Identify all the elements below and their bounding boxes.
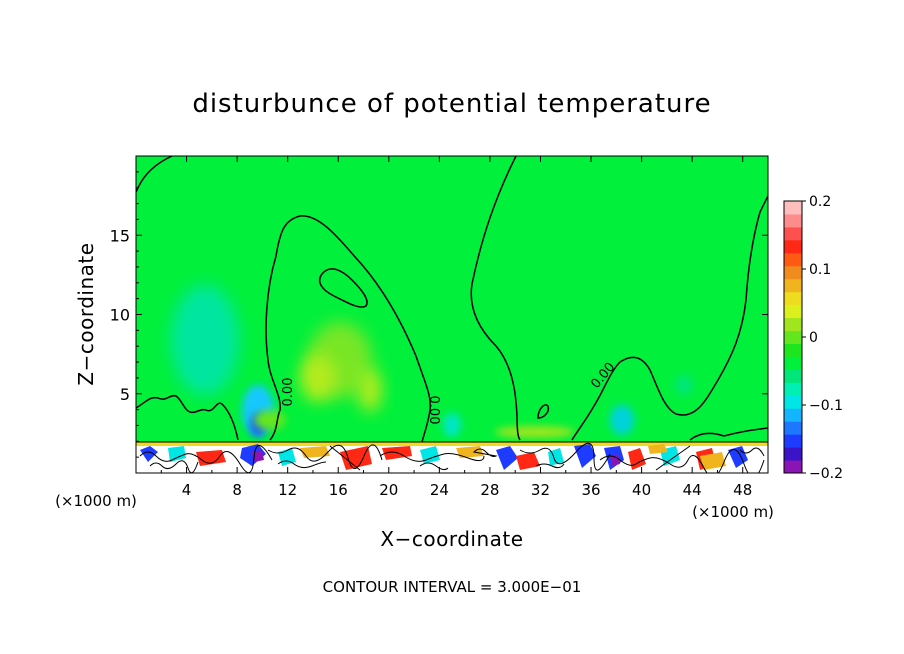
colorbar-swatch	[784, 434, 802, 448]
x-tick-label: 48	[733, 481, 752, 499]
colorbar: 0.2 0.1 0 −0.1 −0.2	[783, 194, 843, 482]
chart-title: disturbunce of potential temperature	[192, 89, 711, 119]
colorbar-swatch	[784, 317, 802, 332]
colorbar-swatch	[784, 369, 802, 383]
colorbar-swatch	[784, 213, 802, 228]
x-tick-label: 20	[379, 481, 398, 499]
contour-main-plume	[265, 215, 432, 443]
colorbar-swatch	[784, 265, 802, 280]
colorbar-swatch	[784, 201, 802, 215]
contour-right-low	[689, 427, 768, 441]
colorbar-tick-label: 0.2	[809, 194, 831, 210]
x-unit-left: (×1000 m)	[55, 492, 137, 510]
colorbar-swatch	[784, 447, 802, 461]
x-tick-label: 36	[581, 481, 600, 499]
x-tick-label: 8	[232, 481, 242, 499]
colorbar-tick-label: −0.1	[809, 398, 843, 414]
colorbar-swatch	[784, 343, 802, 357]
colorbar-swatch	[784, 252, 802, 267]
x-tick-label: 24	[430, 481, 449, 499]
colorbar-tick-label: 0.1	[809, 262, 831, 278]
contour-interval-note: CONTOUR INTERVAL = 3.000E−01	[323, 578, 582, 596]
colorbar-swatch	[784, 460, 802, 474]
x-tick-label: 32	[531, 481, 550, 499]
x-tick-label: 4	[182, 481, 192, 499]
surface-layer	[136, 441, 768, 473]
y-tick-label: 5	[120, 385, 130, 404]
x-tick-label: 12	[278, 481, 297, 499]
x-axis: 4 8 12 16 20 24 28 32 36 40 44 48	[160, 156, 752, 499]
x-tick-label: 16	[329, 481, 348, 499]
contour-label: 0.00	[281, 378, 296, 407]
y-axis: 5 10 15	[110, 171, 768, 458]
colorbar-swatch	[784, 395, 802, 409]
y-axis-label: Z−coordinate	[74, 242, 98, 385]
colorbar-swatch	[784, 226, 802, 241]
colorbar-tick-label: 0	[809, 330, 818, 346]
colorbar-swatch	[784, 304, 802, 319]
contour-right-dip	[571, 195, 768, 441]
contour-closed-loop	[318, 268, 368, 308]
colorbar-swatch	[784, 356, 802, 370]
x-axis-label: X−coordinate	[380, 527, 523, 551]
x-tick-label: 40	[632, 481, 651, 499]
x-tick-label: 28	[480, 481, 499, 499]
field-plot: 0.00 0.00 0.00	[136, 156, 768, 473]
colorbar-swatch	[784, 382, 802, 396]
colorbar-swatch	[784, 421, 802, 435]
contour-right-lobe	[470, 156, 521, 441]
x-unit-right: (×1000 m)	[692, 503, 774, 521]
colorbar-swatch	[784, 408, 802, 422]
contour-small-bump	[537, 404, 550, 419]
x-tick-label: 44	[683, 481, 702, 499]
colorbar-swatch	[784, 239, 802, 254]
colorbar-swatch	[784, 291, 802, 306]
colorbar-swatch	[784, 278, 802, 293]
y-tick-label: 10	[110, 306, 130, 325]
colorbar-swatch	[784, 330, 802, 344]
y-tick-label: 15	[110, 226, 130, 245]
contour-left-low	[136, 394, 239, 441]
contour-label: 0.00	[426, 396, 441, 425]
colorbar-tick-label: −0.2	[809, 466, 843, 482]
